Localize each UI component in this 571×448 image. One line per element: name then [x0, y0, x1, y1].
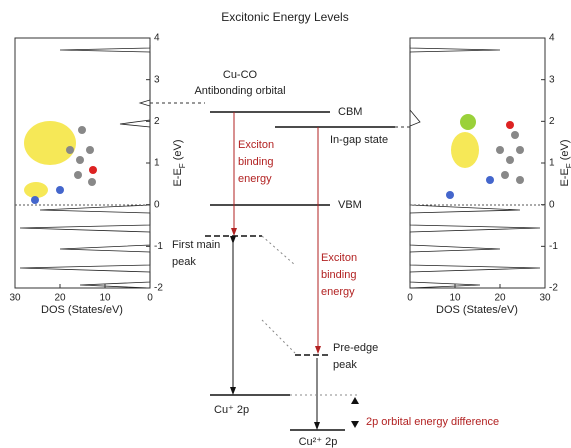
label: Exciton [321, 252, 357, 264]
y-tick-label: 1 [549, 158, 555, 169]
label: Cu²⁺ 2p [299, 436, 338, 448]
label: VBM [338, 199, 362, 211]
label: Antibonding orbital [194, 85, 285, 97]
atom [89, 166, 97, 174]
atom [486, 176, 494, 184]
label: Exciton [238, 139, 274, 151]
guide-line [262, 320, 295, 353]
atom [506, 121, 514, 129]
label: Cu⁺ 2p [214, 404, 249, 416]
y-label: E-EF (eV) [172, 139, 187, 186]
label: Cu-CO [223, 69, 258, 81]
label: peak [172, 256, 196, 268]
label: 2p orbital energy difference [366, 416, 499, 428]
label: peak [333, 359, 357, 371]
y-tick-label: 4 [154, 33, 160, 44]
orbital-blob [24, 182, 48, 198]
atom [446, 191, 454, 199]
y-tick-label: 3 [549, 74, 555, 85]
y-tick-label: 0 [154, 199, 160, 210]
y-tick-label: -1 [154, 241, 163, 252]
guide-line [262, 236, 295, 265]
y-tick-label: 2 [154, 116, 160, 127]
x-tick-label: 0 [407, 293, 413, 304]
atom [56, 186, 64, 194]
atom [31, 196, 39, 204]
y-tick-label: 4 [549, 33, 555, 44]
y-tick-label: 2 [549, 116, 555, 127]
label: energy [321, 286, 355, 298]
right-dos-curve [410, 45, 540, 288]
label: Pre-edge [333, 342, 378, 354]
y-label: E-EF (eV) [559, 139, 571, 186]
x-tick-label: 20 [494, 293, 506, 304]
x-label: DOS (States/eV) [41, 304, 123, 316]
orbital-blob [460, 114, 476, 130]
y-tick-label: 3 [154, 74, 160, 85]
x-tick-label: 10 [99, 293, 111, 304]
label: CBM [338, 106, 362, 118]
x-tick-label: 20 [54, 293, 66, 304]
triangle [351, 397, 359, 404]
orbital-blob [451, 132, 479, 168]
x-tick-label: 30 [539, 293, 551, 304]
y-tick-label: -2 [154, 283, 163, 294]
figure: Excitonic Energy Levels DOS (States/eV) … [0, 0, 571, 448]
y-tick-label: 1 [154, 158, 160, 169]
x-tick-label: 0 [147, 293, 153, 304]
orbital-blob [24, 121, 76, 165]
title: Excitonic Energy Levels [221, 10, 348, 24]
label: In-gap state [330, 134, 388, 146]
x-tick-label: 30 [9, 293, 21, 304]
left-dos-curve [20, 45, 150, 288]
triangle [351, 421, 359, 428]
molecule [496, 131, 524, 184]
y-tick-label: 0 [549, 199, 555, 210]
right-panel-frame [410, 38, 545, 288]
y-tick-label: -1 [549, 241, 558, 252]
x-tick-label: 10 [449, 293, 461, 304]
label: energy [238, 173, 272, 185]
label: binding [238, 156, 273, 168]
label: binding [321, 269, 356, 281]
label: First main [172, 239, 220, 251]
x-label: DOS (States/eV) [436, 304, 518, 316]
